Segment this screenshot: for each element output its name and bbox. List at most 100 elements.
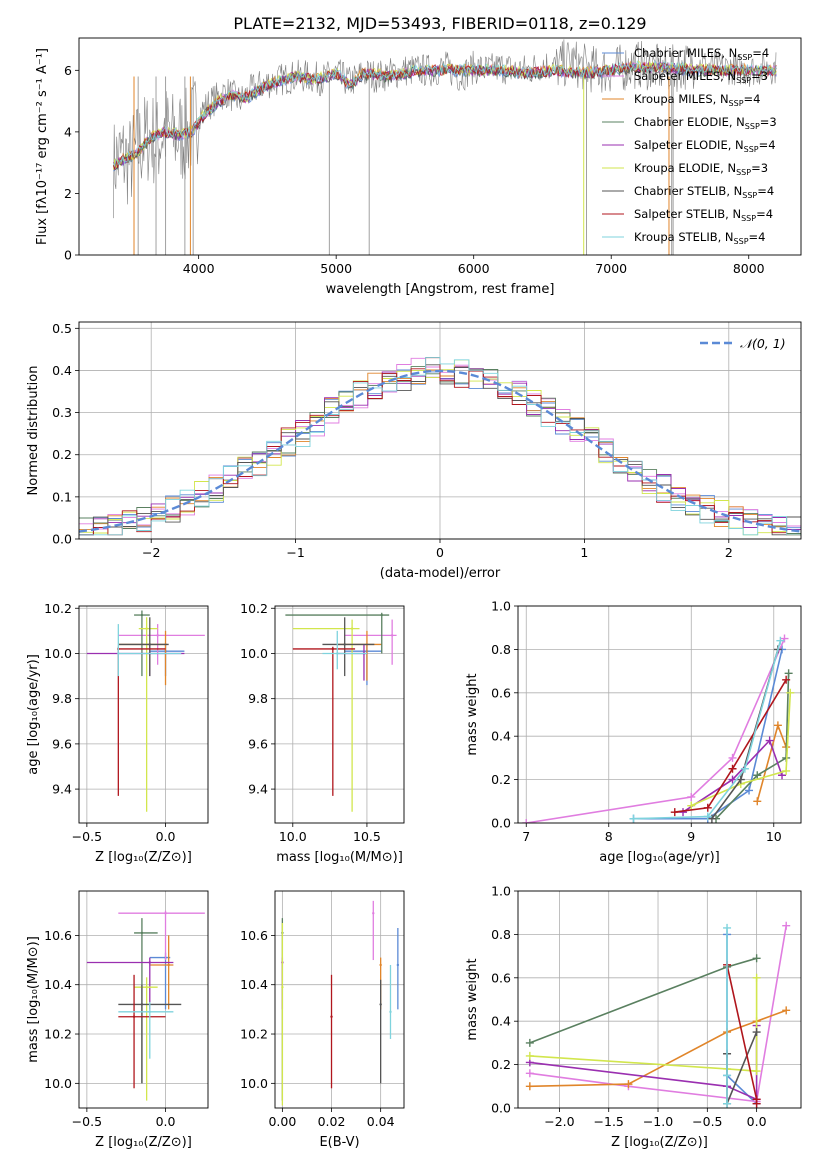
y-tick-label: 0.4	[491, 729, 511, 744]
axes-frame	[274, 890, 405, 1109]
series-marker	[703, 803, 712, 812]
series-marker	[728, 764, 737, 773]
axes-residuals: −2 −1 0 1 2 0.0 0.1 0.2 0.3 0.4 0.5 (data-model)/er…	[26, 321, 801, 581]
axes-frame	[274, 605, 405, 824]
series-marker	[522, 819, 531, 823]
y-tick-label: 10.2	[240, 1027, 268, 1042]
series-marker	[728, 753, 737, 762]
spectrum-plot	[112, 39, 777, 255]
data-point	[140, 613, 144, 617]
y-tick-label: 0.0	[491, 816, 511, 831]
y-tick-label: 0.4	[491, 1014, 511, 1029]
axes-mass-vs-ebv: 0.00 0.02 0.04 10.0 10.2 10.4 10.6 E(B-V)	[240, 891, 404, 1150]
x-axis-label: Z [log₁₀(Z/Z⊙)]	[95, 1135, 192, 1150]
series-marker	[736, 775, 745, 784]
x-tick-label: −1.5	[594, 1114, 624, 1129]
age-vs-Z-plot	[86, 610, 205, 812]
y-tick-label: 9.4	[52, 782, 72, 797]
y-tick-label: 10.0	[240, 646, 268, 661]
x-tick-label: −1.0	[643, 1114, 673, 1129]
series-marker	[745, 786, 754, 795]
series-line-chabrier-elodie	[529, 957, 757, 1044]
series-marker	[740, 764, 749, 773]
y-tick-label: 0.1	[52, 489, 72, 504]
y-tick-label: 9.6	[248, 736, 268, 751]
x-tick-label: 8000	[733, 261, 765, 276]
series-line-salpeter-stelib	[726, 964, 758, 1104]
x-tick-label: 0.0	[156, 1114, 176, 1129]
y-axis-label: mass weight	[465, 673, 480, 755]
x-axis-label: wavelength [Angstrom, rest frame]	[326, 282, 555, 297]
mass-vs-ebv-plot	[281, 900, 400, 1106]
series-marker	[525, 1069, 534, 1078]
y-tick-label: 10.0	[44, 646, 72, 661]
axes-age-vs-mass: 10.0 10.5 9.4 9.6 9.8 10.0 10.2 mass [log₁₀(M/M…	[240, 601, 404, 865]
series-marker	[780, 634, 789, 643]
data-point	[350, 627, 354, 630]
series-marker	[782, 766, 791, 775]
series-line-kroupa-elodie	[690, 692, 792, 807]
y-tick-label: 0.3	[52, 405, 72, 420]
data-point	[167, 963, 170, 967]
data-point	[380, 613, 383, 617]
massweight-vs-Z-plot	[525, 921, 791, 1108]
series-marker	[786, 688, 795, 697]
series-marker	[728, 775, 737, 784]
series-line-salpeter-miles	[526, 638, 786, 823]
y-tick-label: 10.6	[240, 928, 268, 943]
series-marker	[753, 797, 762, 806]
y-tick-label: 10.0	[44, 1076, 72, 1091]
series-marker	[703, 812, 712, 821]
y-tick-label: 2	[64, 186, 72, 201]
y-tick-label: 10.2	[44, 601, 72, 616]
y-tick-label: 4	[64, 124, 72, 139]
data-point	[156, 634, 159, 637]
axes-massweight-vs-age: 7 8 9 10 0.0 0.2 0.4 0.6 0.8 1.0 age [log₁₀(age/yr…	[465, 599, 801, 865]
model-line-kroupa-stelib	[113, 60, 777, 168]
residual-hist-kroupa-stelib	[79, 356, 801, 536]
data-point	[148, 643, 151, 646]
axes-frame	[517, 605, 802, 824]
axes-frame	[78, 37, 802, 256]
data-point	[145, 627, 148, 630]
residual-plot	[79, 356, 801, 536]
x-tick-label: −0.5	[72, 829, 102, 844]
series-line-salpeter-stelib	[674, 679, 787, 813]
data-point	[281, 985, 284, 989]
y-tick-label: 10.4	[240, 977, 268, 992]
y-tick-label: 0.0	[52, 532, 72, 547]
y-tick-label: 1.0	[491, 884, 511, 899]
y-tick-label: 0.2	[491, 772, 511, 787]
y-tick-label: 10.0	[240, 1076, 268, 1091]
data-point	[379, 1003, 382, 1006]
gaussian-curve	[79, 369, 801, 533]
axes-frame	[78, 605, 209, 824]
x-axis-label: Z [log₁₀(Z/Z⊙)]	[95, 850, 192, 865]
data-point	[164, 911, 167, 915]
x-tick-label: 0.00	[268, 1114, 296, 1129]
y-tick-label: 9.8	[52, 691, 72, 706]
series-line-chabrier-elodie	[715, 673, 790, 820]
y-axis-label: Normed distribution	[26, 366, 41, 496]
legend-label: Kroupa ELODIE, NSSP=3	[634, 161, 768, 177]
data-point	[336, 652, 339, 655]
x-tick-label: 2	[725, 545, 733, 560]
legend-label: 𝒩(0, 1)	[740, 336, 786, 351]
data-point	[331, 647, 335, 651]
y-tick-label: 6	[64, 63, 72, 78]
y-tick-label: 0.4	[52, 363, 72, 378]
series-marker	[752, 973, 761, 982]
series-marker	[525, 1082, 534, 1091]
x-axis-label: age [log₁₀(age/yr)]	[599, 850, 720, 865]
series-marker	[624, 1080, 633, 1089]
x-tick-label: −2.0	[544, 1114, 574, 1129]
x-tick-label: 7000	[595, 261, 627, 276]
x-tick-label: 0	[436, 545, 444, 560]
y-tick-label: 0.8	[491, 642, 511, 657]
x-tick-label: 10	[766, 829, 782, 844]
legend-label: Kroupa MILES, NSSP=4	[634, 92, 760, 108]
series-marker	[782, 675, 791, 684]
figure-title: PLATE=2132, MJD=53493, FIBERID=0118, z=0…	[233, 14, 646, 33]
y-tick-label: 9.4	[248, 782, 268, 797]
legend-label: Chabrier ELODIE, NSSP=3	[634, 115, 777, 131]
